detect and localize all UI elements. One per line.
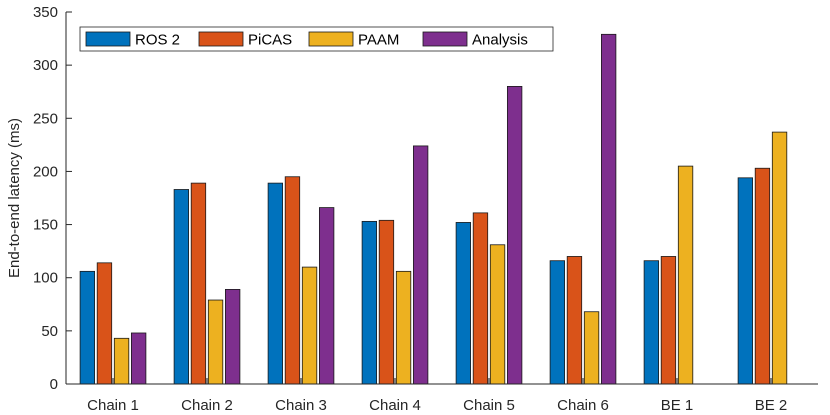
y-axis-title: End-to-end latency (ms) <box>6 118 23 278</box>
legend-swatch-picas <box>198 31 244 47</box>
bar-ros-2-chain-6 <box>549 260 565 385</box>
x-tick-label: Chain 2 <box>181 397 233 414</box>
bar-paam-chain-5 <box>489 244 506 385</box>
x-tick-label: Chain 4 <box>369 397 421 414</box>
x-tick-label: Chain 1 <box>87 397 139 414</box>
bar-ros-2-be-1 <box>643 260 659 385</box>
bar-picas-be-2 <box>754 167 771 385</box>
bar-paam-chain-2 <box>207 299 224 385</box>
x-axis-ticks: Chain 1 Chain 2 Chain 3 Chain 4 Chain 5 Chain… <box>87 378 787 414</box>
legend-label-paam: PAAM <box>358 32 399 49</box>
x-tick-label: Chain 6 <box>557 397 609 414</box>
bar-picas-chain-1 <box>96 262 113 385</box>
bar-picas-chain-3 <box>284 176 301 385</box>
legend-swatch-ros-2 <box>85 31 131 47</box>
bar-ros-2-chain-4 <box>361 220 378 385</box>
legend-swatch-analysis <box>422 31 468 47</box>
legend: ROS 2 PiCAS PAAM Analysis <box>79 26 554 52</box>
x-tick-label: BE 2 <box>755 397 788 414</box>
bar-analysis-chain-1 <box>130 332 147 385</box>
bar-picas-chain-5 <box>472 212 489 385</box>
bar-picas-be-1 <box>660 256 677 385</box>
y-tick-label: 300 <box>33 57 58 74</box>
bar-ros-2-be-2 <box>737 177 753 385</box>
y-tick-label: 0 <box>50 376 58 393</box>
y-tick-label: 100 <box>33 270 58 287</box>
legend-label-analysis: Analysis <box>472 32 528 49</box>
bar-ros-2-chain-3 <box>267 182 284 385</box>
x-tick-label: Chain 3 <box>275 397 327 414</box>
bar-picas-chain-4 <box>378 219 395 385</box>
legend-label-ros-2: ROS 2 <box>135 32 180 49</box>
bar-paam-be-2 <box>771 131 788 385</box>
bar-paam-chain-4 <box>395 270 412 385</box>
bar-analysis-chain-3 <box>318 207 335 385</box>
bar-ros-2-chain-5 <box>455 222 472 385</box>
bar-analysis-chain-2 <box>224 289 241 385</box>
bar-paam-be-1 <box>677 165 694 385</box>
bar-paam-chain-3 <box>301 266 318 385</box>
bar-analysis-chain-5 <box>506 86 523 385</box>
bar-ros-2-chain-2 <box>173 189 190 385</box>
y-tick-label: 250 <box>33 110 58 127</box>
y-tick-label: 150 <box>33 217 58 234</box>
y-tick-label: 350 <box>33 4 58 21</box>
bar-analysis-chain-4 <box>412 145 429 385</box>
bar-paam-chain-1 <box>113 337 130 385</box>
bar-analysis-chain-6 <box>601 33 617 385</box>
y-tick-label: 50 <box>41 323 58 340</box>
bars-group <box>79 33 788 385</box>
legend-swatch-paam <box>308 31 354 47</box>
bar-paam-chain-6 <box>583 311 600 385</box>
x-tick-label: BE 1 <box>661 397 694 414</box>
y-axis-ticks: 0 50 100 150 200 250 300 350 <box>33 4 72 393</box>
bar-ros-2-chain-1 <box>79 270 95 385</box>
x-tick-label: Chain 5 <box>463 397 515 414</box>
bar-picas-chain-2 <box>190 182 207 385</box>
legend-label-picas: PiCAS <box>248 32 292 49</box>
bar-picas-chain-6 <box>566 256 583 385</box>
y-tick-label: 200 <box>33 163 58 180</box>
